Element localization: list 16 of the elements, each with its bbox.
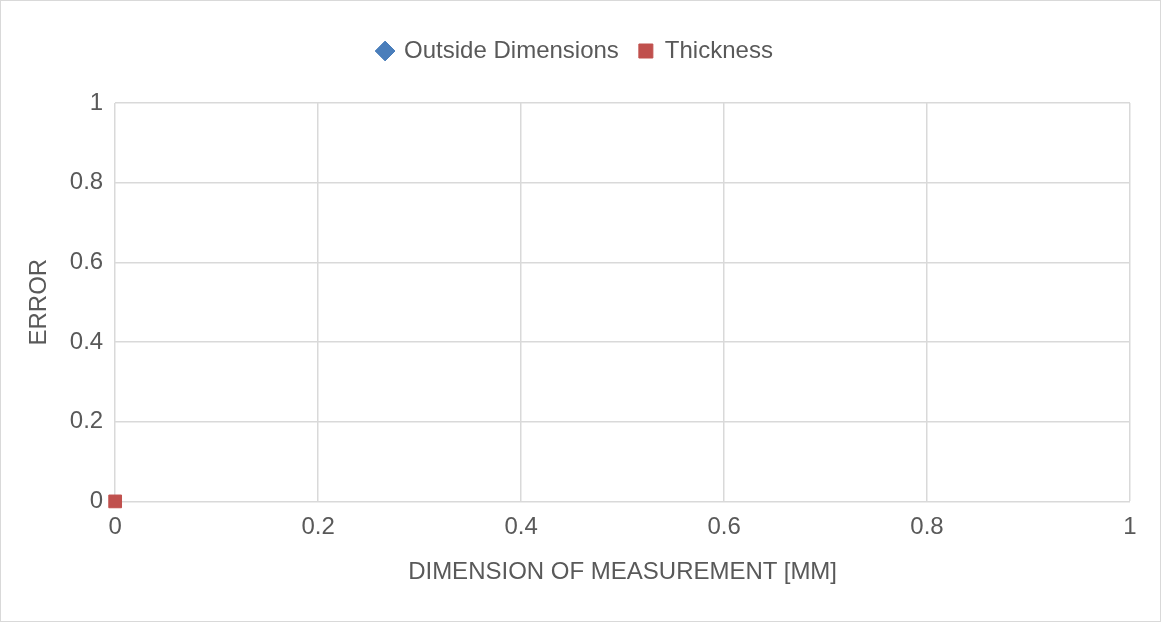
legend-label: Thickness [664, 35, 773, 63]
x-tick-label: 0.2 [301, 512, 335, 540]
x-tick-label: 1 [1123, 512, 1137, 540]
x-tick-label: 0.6 [707, 512, 741, 540]
y-tick-label: 0 [89, 486, 104, 514]
y-tick-label: 0.2 [69, 406, 104, 434]
y-tick-label: 1 [89, 87, 104, 115]
legend-label: Outside Dimensions [404, 35, 619, 63]
x-tick-label: 0.4 [504, 512, 538, 540]
y-tick-label: 0.6 [69, 246, 104, 274]
x-tick-label: 0.8 [910, 512, 944, 540]
x-tick-label: 0 [108, 512, 122, 540]
x-axis-title: DIMENSION OF MEASUREMENT [MM] [408, 557, 838, 585]
y-tick-label: 0.4 [69, 326, 104, 354]
y-axis-title: ERROR [24, 258, 52, 346]
y-tick-label: 0.8 [69, 167, 104, 195]
